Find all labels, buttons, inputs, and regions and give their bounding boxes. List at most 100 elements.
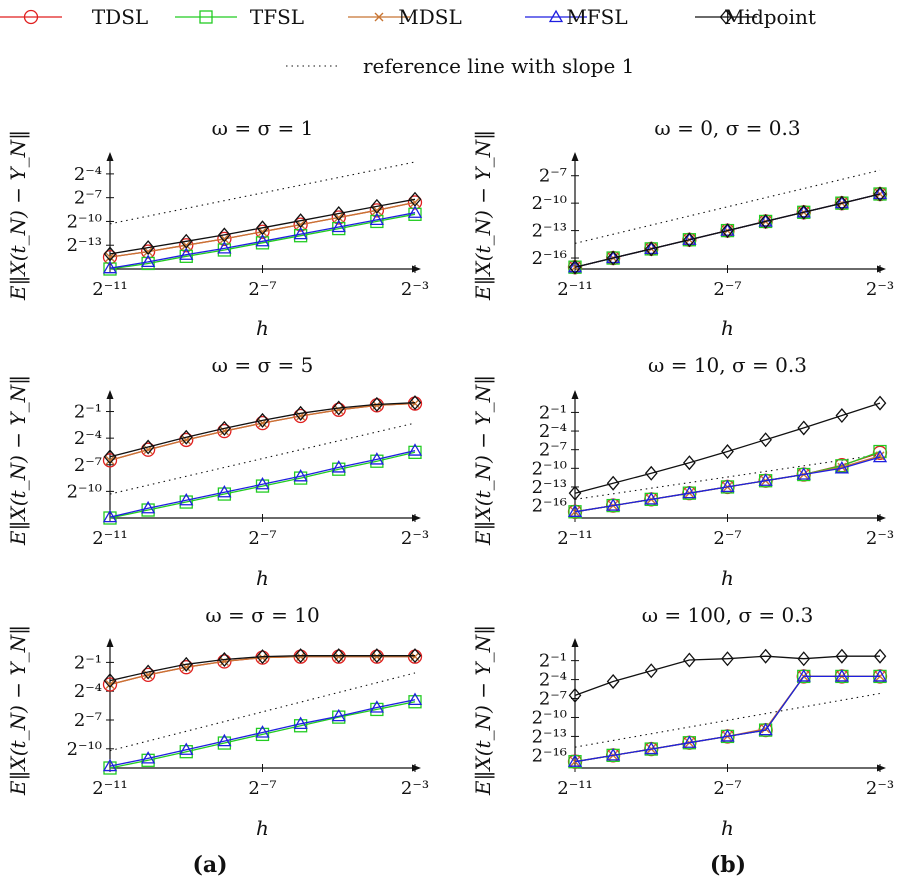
data-point-tdsl [369,203,385,218]
x-tick-label: 2⁻³ [866,528,894,549]
data-point-mfsl [872,186,888,200]
data-point-midpoint [141,439,155,455]
y-axis-arrow [106,638,114,647]
data-point-midpoint [835,408,849,424]
data-point-midpoint [179,429,193,445]
y-axis-arrow [571,638,579,647]
data-point-mfsl [217,484,232,498]
data-point-midpoint [873,186,887,202]
legend-item-reference: reference line with slope 1 [286,54,634,78]
x-tick-label: 2⁻⁷ [248,778,276,799]
legend-item-midpoint: Midpoint [695,5,816,29]
x-axis-arrow [877,265,886,273]
legend: TDSL TFSL MDSL MFSL Midpoint reference line w… [0,5,816,78]
data-point-midpoint [370,648,384,664]
data-point-mfsl [407,443,423,456]
data-point-midpoint [332,400,346,416]
x-tick-label: 2⁻¹¹ [557,279,592,300]
reference-line [109,422,416,495]
data-point-mfsl [102,260,118,274]
x-tick-label: 2⁻³ [401,279,429,300]
data-point-mfsl [255,476,270,490]
data-point-midpoint [644,465,658,481]
x-tick-label: 2⁻³ [401,528,429,549]
data-point-mdsl [837,462,847,472]
series-line-tfsl [109,451,416,519]
series-line-mfsl [109,699,416,767]
data-point-midpoint [256,412,269,428]
chart-panel-3: ω = σ = 5 E‖X(t_N) − Y_N‖h 2⁻¹¹ 2⁻⁷ 2⁻³ 2⁻¹ 2⁻… [6,353,429,590]
series-line-midpoint [109,655,415,682]
series-line-midpoint [574,402,881,494]
data-point-tdsl [293,217,308,232]
chart-panel-4: ω = 10, σ = 0.3E‖X(t_N) − Y_N‖h2⁻¹¹ 2⁻⁷ 2⁻… [471,353,894,590]
data-point-midpoint [294,213,307,229]
y-tick-label: 2⁻¹⁶ [532,248,567,269]
data-point-mfsl [407,692,423,705]
legend-label-midpoint: Midpoint [724,5,816,29]
data-point-mfsl [255,725,270,738]
y-tick-label: 2⁻¹⁰ [532,193,567,214]
series-mfsl [567,449,888,517]
data-point-tdsl [217,654,232,669]
data-point-midpoint [797,204,811,220]
y-tick-label: 2⁻⁴ [539,421,567,442]
series-line-mdsl [109,402,416,461]
y-axis-arrow [106,390,114,399]
legend-reference-label: reference line with slope 1 [363,54,634,78]
series-line-mfsl [574,456,881,513]
series-line-tdsl [574,675,880,763]
data-point-tdsl [140,442,156,457]
data-point-tdsl [140,667,156,683]
data-point-tdsl [217,423,232,439]
reference-line [574,692,881,748]
data-point-midpoint [606,475,620,491]
chart-panels: ω = σ = 1E‖X(t_N) − Y_N‖h2⁻¹¹ 2⁻⁷ 2⁻³2⁻⁴2⁻… [6,116,894,840]
y-tick-label: 2⁻¹⁰ [532,458,567,479]
x-axis-label: h [721,316,734,340]
data-point-mfsl [644,741,659,755]
series-line-mfsl [109,449,416,518]
data-point-midpoint [256,649,269,665]
legend-marker-mfsl [548,9,564,23]
legend-item-tdsl: TDSL [0,5,148,29]
legend-marker-mdsl [374,12,384,22]
y-tick-label: 2⁻¹⁰ [67,211,102,232]
data-point-midpoint [141,240,155,256]
data-point-midpoint [568,687,582,703]
data-point-tdsl [293,408,308,424]
data-point-mdsl [105,252,115,262]
data-point-mdsl [219,234,229,244]
y-tick-label: 2⁻¹⁰ [67,739,102,760]
chart-title: ω = 10, σ = 0.3 [648,353,807,377]
data-point-mfsl [293,716,308,729]
data-point-tdsl [255,224,270,239]
series-line-tdsl [574,452,881,513]
data-point-mdsl [334,212,344,222]
data-point-mfsl [682,485,697,499]
series-line-midpoint [109,198,416,255]
series-tfsl [568,669,887,769]
data-point-mfsl [758,722,773,736]
x-tick-label: 2⁻¹¹ [557,778,592,799]
data-point-mfsl [834,461,849,474]
data-point-midpoint [721,444,734,460]
series-midpoint [568,648,887,703]
y-tick-label: 2⁻¹³ [532,221,567,242]
data-point-midpoint [759,213,772,229]
y-tick-label: 2⁻⁴ [74,164,102,185]
data-point-mfsl [720,479,735,493]
y-tick-label: 2⁻⁴ [74,428,102,449]
data-point-tdsl [255,415,270,431]
data-point-mfsl [606,748,621,761]
chart-title: ω = σ = 10 [205,603,319,627]
data-point-mfsl [141,751,156,764]
y-axis-label: E‖X(t_N) − Y_N‖ [6,625,31,796]
series-line-tfsl [109,213,416,270]
y-tick-label: 2⁻⁷ [539,166,567,187]
data-point-midpoint [568,485,582,501]
data-point-tdsl [102,453,118,468]
x-tick-label: 2⁻⁷ [248,279,276,300]
data-point-midpoint [721,651,734,667]
y-tick-label: 2⁻¹⁰ [532,707,567,728]
